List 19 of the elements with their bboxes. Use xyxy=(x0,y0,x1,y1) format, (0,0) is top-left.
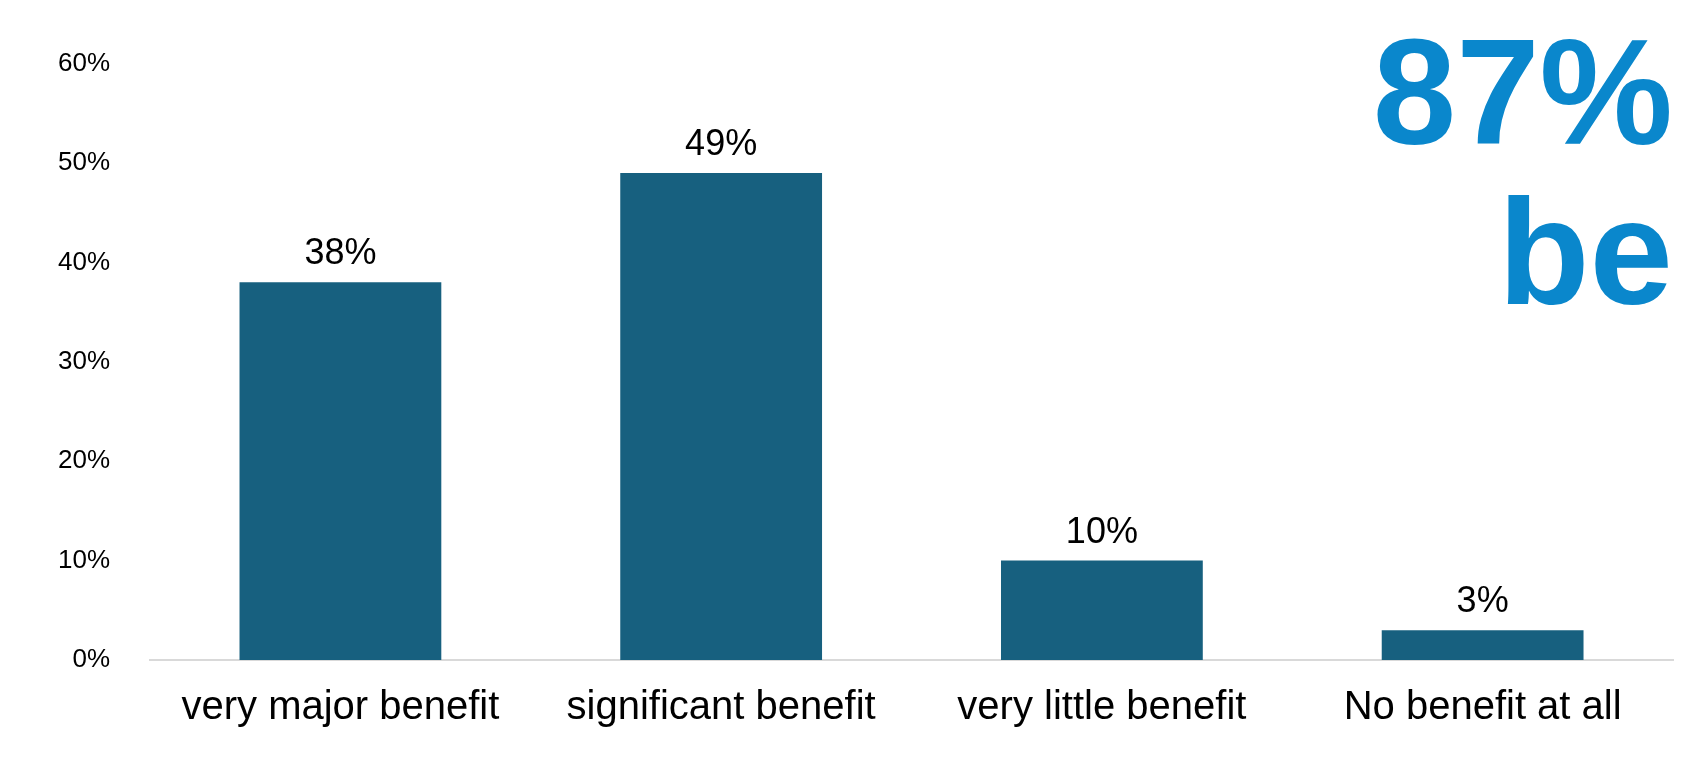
data-label: 38% xyxy=(304,231,377,273)
bar xyxy=(1381,630,1584,660)
data-label: 49% xyxy=(685,121,758,163)
y-tick-label: 50% xyxy=(57,146,111,177)
y-tick-label: 0% xyxy=(72,643,111,674)
bar xyxy=(1000,560,1203,660)
bar xyxy=(620,172,823,660)
x-tick-label: significant benefit xyxy=(566,683,876,728)
data-label: 3% xyxy=(1456,579,1509,621)
x-tick-label: very little benefit xyxy=(957,683,1247,728)
y-tick-label: 60% xyxy=(57,46,111,77)
y-tick-label: 20% xyxy=(57,444,111,475)
bar xyxy=(239,282,442,660)
data-label: 10% xyxy=(1065,509,1138,551)
x-tick-label: very major benefit xyxy=(181,683,500,728)
x-tick-label: No benefit at all xyxy=(1343,683,1622,728)
y-tick-label: 10% xyxy=(57,543,111,574)
y-tick-label: 30% xyxy=(57,344,111,375)
y-tick-label: 40% xyxy=(57,245,111,276)
